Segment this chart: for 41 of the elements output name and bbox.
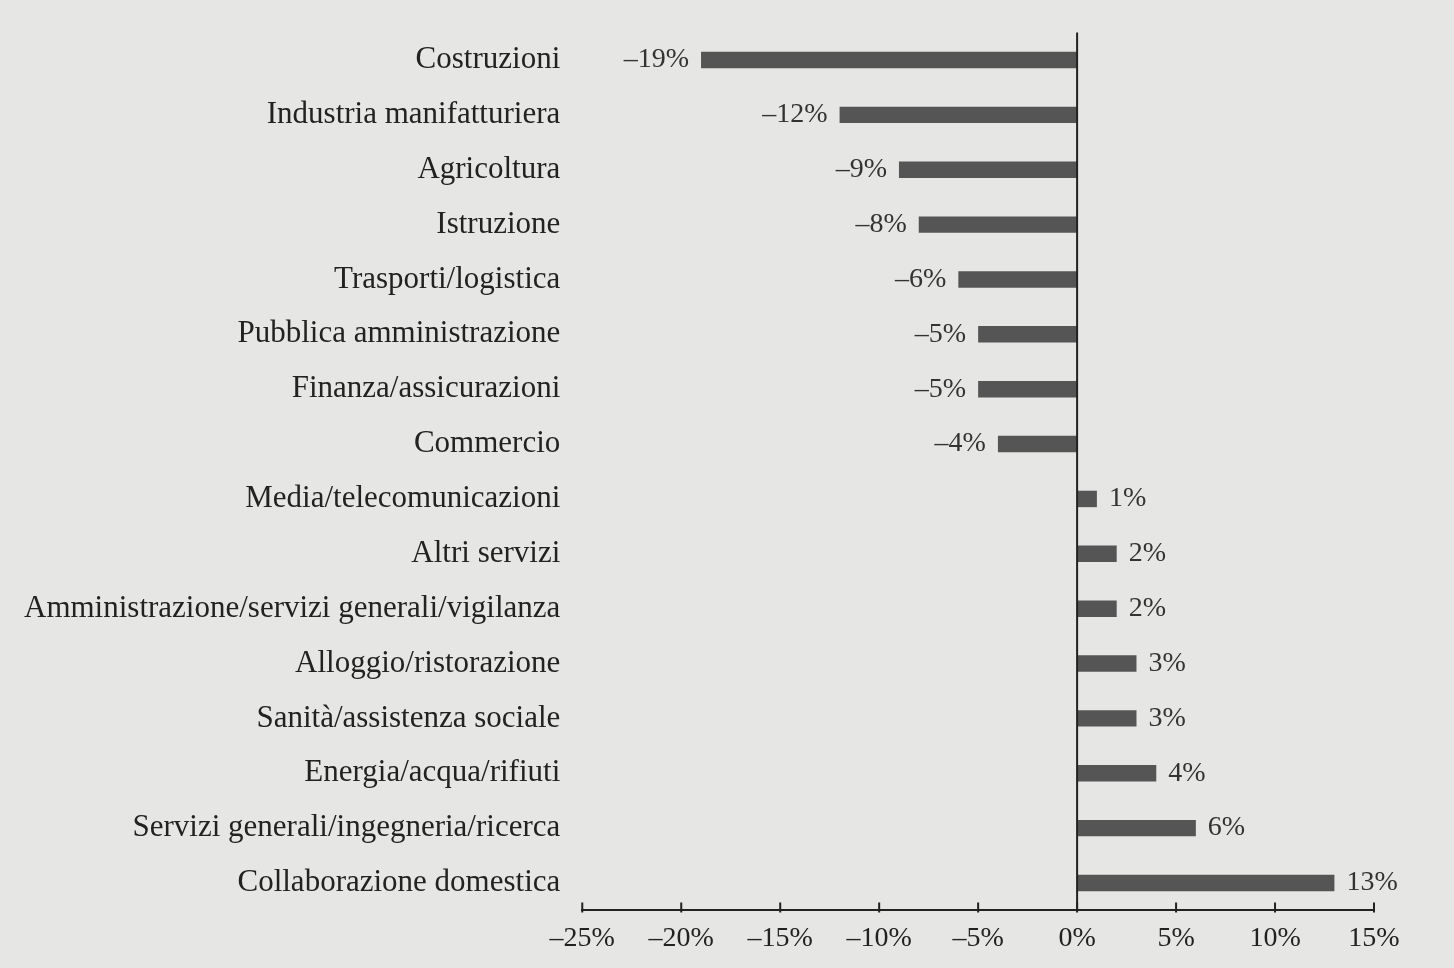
y-tick-label: Commercio: [413, 424, 561, 460]
y-tick-label: Costruzioni: [415, 40, 561, 76]
data-label: 2%: [1128, 591, 1167, 623]
data-label: –6%: [894, 261, 947, 293]
data-label: –5%: [913, 371, 967, 403]
x-tick-label: –25%: [548, 920, 615, 952]
y-tick-label: Alloggio/ristorazione: [295, 643, 561, 679]
x-tick-label: 15%: [1348, 920, 1400, 952]
y-tick-label: Trasporti/logistica: [334, 259, 561, 295]
y-tick-label: Pubblica amministrazione: [237, 314, 561, 350]
y-tick-label: Amministrazione/servizi generali/vigilanza: [24, 588, 561, 624]
data-label: –19%: [622, 42, 690, 74]
data-label: –4%: [933, 426, 986, 458]
data-label: 4%: [1168, 755, 1206, 787]
y-tick-label: Media/telecomunicazioni: [245, 479, 561, 515]
data-label: 3%: [1148, 700, 1186, 732]
data-label: 13%: [1346, 865, 1398, 897]
x-tick-label: 0%: [1058, 920, 1096, 952]
y-tick-label: Istruzione: [436, 204, 561, 240]
x-tick-label: –20%: [647, 920, 714, 952]
data-label: –12%: [761, 97, 828, 129]
data-label: –5%: [913, 316, 967, 348]
data-label: 1%: [1108, 481, 1147, 513]
x-tick-label: 5%: [1157, 920, 1195, 952]
y-tick-label: Energia/acqua/rifiuti: [304, 753, 561, 789]
y-tick-label: Altri servizi: [411, 533, 561, 569]
data-label: 2%: [1128, 536, 1167, 568]
data-label: –9%: [834, 152, 887, 184]
y-tick-label: Finanza/assicurazioni: [291, 369, 561, 405]
y-tick-label: Servizi generali/ingegneria/ricerca: [132, 808, 561, 844]
x-tick-label: 10%: [1249, 920, 1301, 952]
x-tick-label: –10%: [845, 920, 912, 952]
y-tick-label: Sanità/assistenza sociale: [256, 698, 561, 734]
data-label: 6%: [1207, 810, 1246, 842]
y-tick-label: Agricoltura: [417, 149, 561, 185]
y-tick-label: Industria manifatturiera: [266, 95, 561, 131]
x-tick-label: –15%: [746, 920, 813, 952]
y-tick-label: Collaborazione domestica: [237, 863, 561, 899]
data-label: 3%: [1148, 645, 1186, 677]
x-tick-label: –5%: [951, 920, 1004, 952]
data-label: –8%: [854, 206, 907, 238]
